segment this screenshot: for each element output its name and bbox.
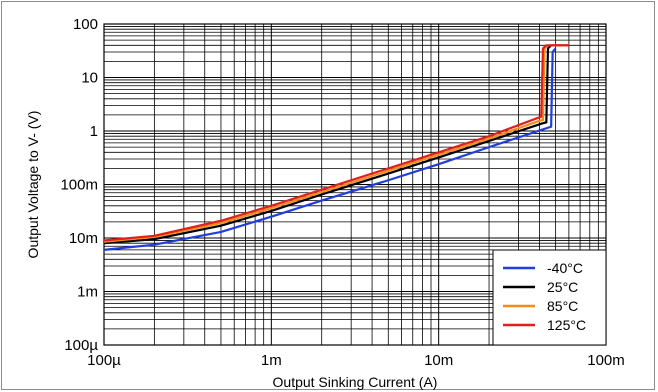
y-tick-label: 10m bbox=[69, 230, 98, 247]
legend-label: 125°C bbox=[547, 317, 586, 333]
legend-label: 25°C bbox=[547, 279, 578, 295]
x-tick-label: 10m bbox=[424, 352, 453, 369]
series-line-1 bbox=[103, 47, 557, 251]
x-tick-labels: 100µ 1m 10m 100m bbox=[87, 352, 625, 369]
series-line-4 bbox=[103, 44, 569, 242]
series-line-3 bbox=[103, 44, 569, 243]
y-tick-label: 1 bbox=[90, 123, 98, 140]
y-tick-label: 100 bbox=[73, 16, 98, 33]
y-tick-labels: 100 10 1 100m 10m 1m 100µ bbox=[60, 16, 98, 354]
series-line-2 bbox=[103, 44, 569, 245]
y-tick-label: 100µ bbox=[64, 337, 98, 354]
y-axis-title: Output Voltage to V- (V) bbox=[25, 111, 41, 259]
legend-label: 85°C bbox=[547, 298, 578, 314]
x-tick-label: 100µ bbox=[87, 352, 121, 369]
series-layer bbox=[103, 44, 569, 251]
x-axis-title: Output Sinking Current (A) bbox=[273, 374, 438, 390]
legend-box bbox=[492, 249, 607, 346]
x-tick-label: 100m bbox=[587, 352, 625, 369]
y-tick-label: 100m bbox=[60, 177, 98, 194]
legend-label: -40°C bbox=[547, 260, 583, 276]
x-tick-label: 1m bbox=[261, 352, 282, 369]
plot-border bbox=[103, 23, 607, 346]
y-tick-label: 1m bbox=[77, 284, 98, 301]
y-tick-label: 10 bbox=[81, 70, 98, 87]
legend: -40°C 25°C 85°C 125°C bbox=[492, 249, 607, 346]
